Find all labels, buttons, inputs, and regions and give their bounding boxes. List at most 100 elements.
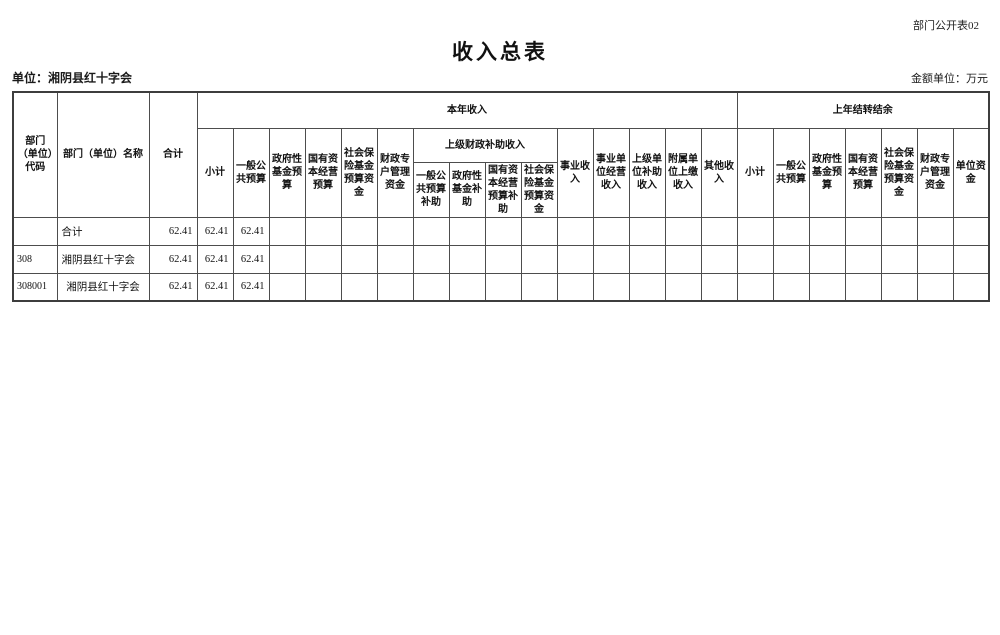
col-header-co-subtotal: 小计 [736,127,774,218]
col-header-name: 部门（单位）名称 [56,91,150,218]
cell-name: 湘阴县红十字会 [56,272,150,302]
table-header: 部门（单位）代码 部门（单位）名称 合计 本年收入 上年结转结余 小计 一般公共… [12,91,990,218]
table-row: 308 湘阴县红十字会 62.41 62.41 62.41 [12,244,990,274]
col-header-cy-gov-fund-budget: 政府性基金预算 [268,127,306,218]
group-header-current-year: 本年收入 [196,91,738,129]
cell-value [520,272,558,302]
cell-value [916,244,954,274]
unit-label: 单位：湘阴县红十字会 [12,71,133,85]
cell-value [628,216,666,246]
cell-value [952,272,990,302]
cell-value [952,216,990,246]
cell-value [880,244,918,274]
cell-value [448,244,486,274]
cell-name: 合计 [56,216,150,246]
cell-value [376,244,414,274]
cell-value [664,216,702,246]
col-header-subsidy-state-capital: 国有资本经营预算补助 [484,161,522,218]
col-header-co-fiscal-special-account: 财政专户管理资金 [916,127,954,218]
cell-value [304,244,342,274]
col-header-subsidy-social-insurance: 社会保险基金预算资金 [520,161,558,218]
col-header-subsidy-general: 一般公共预算补助 [412,161,450,218]
page-title: 收入总表 [452,40,548,64]
cell-value [556,244,594,274]
cell-value [412,244,450,274]
cell-value [844,272,882,302]
col-header-co-social-insurance-fund: 社会保险基金预算资金 [880,127,918,218]
table-body: 合计 62.41 62.41 62.41 308 湘阴县红十字会 62.41 62.41 62.… [12,216,990,302]
cell-value [340,216,378,246]
cell-value [304,272,342,302]
cell-value: 62.41 [232,244,270,274]
cell-value [304,216,342,246]
col-header-co-unit-fund: 单位资金 [952,127,990,218]
col-header-superior-unit-subsidy-income: 上级单位补助收入 [628,127,666,218]
cell-value [736,244,774,274]
cell-value [556,216,594,246]
cell-code: 308001 [12,272,58,302]
col-header-cy-general-budget: 一般公共预算 [232,127,270,218]
cell-value [448,272,486,302]
cell-value [520,244,558,274]
cell-value [952,244,990,274]
col-header-co-state-capital-budget: 国有资本经营预算 [844,127,882,218]
cell-value [664,244,702,274]
col-header-business-operation-income: 事业单位经营收入 [592,127,630,218]
cell-value: 62.41 [196,244,234,274]
cell-value [916,216,954,246]
cell-value [556,272,594,302]
col-header-cy-state-capital-budget: 国有资本经营预算 [304,127,342,218]
col-header-co-general-budget: 一般公共预算 [772,127,810,218]
cell-value [772,244,810,274]
cell-value [880,216,918,246]
cell-value [664,272,702,302]
col-header-code: 部门（单位）代码 [12,91,58,218]
group-header-superior-fiscal-subsidy: 上级财政补助收入 [412,127,558,163]
cell-value [772,216,810,246]
cell-value: 62.41 [148,272,198,302]
amount-unit-label: 金额单位：万元 [911,73,988,85]
cell-value [268,272,306,302]
cell-value [268,216,306,246]
col-header-subsidy-gov-fund: 政府性基金补助 [448,161,486,218]
cell-value: 62.41 [148,244,198,274]
cell-value [880,272,918,302]
cell-value [484,272,522,302]
cell-value [808,244,846,274]
cell-value [736,272,774,302]
table-row: 合计 62.41 62.41 62.41 [12,216,990,246]
cell-value: 62.41 [196,272,234,302]
cell-value [340,244,378,274]
table-row: 308001 湘阴县红十字会 62.41 62.41 62.41 [12,272,990,302]
cell-value [700,216,738,246]
cell-value [844,244,882,274]
cell-value [592,272,630,302]
cell-value: 62.41 [196,216,234,246]
cell-value [376,272,414,302]
cell-value [484,216,522,246]
cell-value [268,244,306,274]
cell-value [628,272,666,302]
cell-name: 湘阴县红十字会 [56,244,150,274]
cell-value [592,216,630,246]
cell-code [12,216,58,246]
cell-value: 62.41 [148,216,198,246]
meta-row: 单位：湘阴县红十字会 金额单位：万元 [12,69,988,86]
doc-code: 部门公开表02 [913,20,979,32]
cell-value [340,272,378,302]
cell-value [412,216,450,246]
cell-value [520,216,558,246]
cell-value [772,272,810,302]
cell-value [376,216,414,246]
cell-value [592,244,630,274]
cell-code: 308 [12,244,58,274]
col-header-co-gov-fund-budget: 政府性基金预算 [808,127,846,218]
col-header-affiliated-unit-turnin-income: 附属单位上缴收入 [664,127,702,218]
cell-value [700,272,738,302]
col-header-total: 合计 [148,91,198,218]
col-header-cy-social-insurance-fund: 社会保险基金预算资金 [340,127,378,218]
cell-value: 62.41 [232,216,270,246]
income-summary-table: 部门（单位）代码 部门（单位）名称 合计 本年收入 上年结转结余 小计 一般公共… [12,91,991,302]
col-header-business-income: 事业收入 [556,127,594,218]
cell-value [844,216,882,246]
